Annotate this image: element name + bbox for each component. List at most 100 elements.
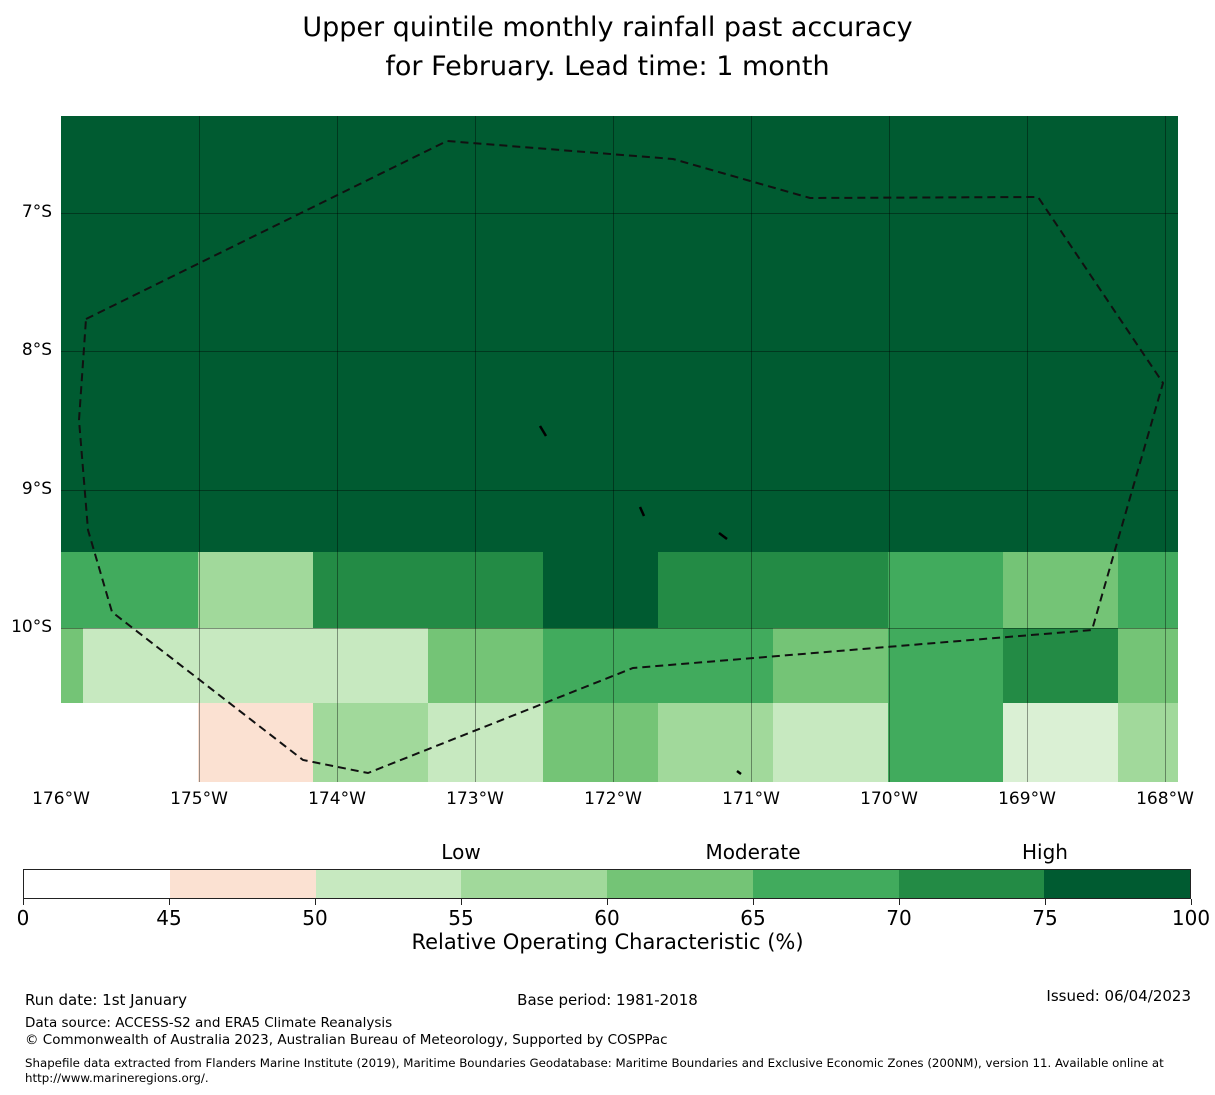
colorbar-category-label: High [1022, 840, 1068, 864]
map-cell [83, 703, 198, 782]
map-cell [888, 628, 1003, 703]
map-cell [313, 552, 428, 628]
shapefile-attribution-line2: http://www.marineregions.org/. [25, 1071, 209, 1085]
chart-title: Upper quintile monthly rainfall past acc… [0, 8, 1215, 86]
island-mark [736, 770, 742, 775]
colorbar-tick [461, 899, 462, 905]
x-axis-tick-label: 169°W [998, 789, 1056, 809]
colorbar-tick [1191, 899, 1192, 905]
y-axis-tick-label: 9°S [21, 479, 52, 499]
colorbar-category-label: Low [441, 840, 481, 864]
colorbar-tick [169, 899, 170, 905]
colorbar [23, 869, 1191, 899]
shapefile-attribution-text: Shapefile data extracted from Flanders M… [25, 1056, 1200, 1086]
colorbar-segment [169, 870, 316, 898]
map-gridline-vertical [199, 116, 200, 782]
colorbar-segment [461, 870, 607, 898]
map-cell [1003, 628, 1118, 703]
colorbar-tick-label: 55 [448, 906, 474, 930]
colorbar-tick-label: 75 [1032, 906, 1058, 930]
colorbar-tick-label: 100 [1171, 906, 1211, 930]
map-cell [543, 628, 658, 703]
map-gridline-horizontal [61, 490, 1178, 491]
map-cell [428, 628, 543, 703]
map-cell [543, 552, 658, 628]
map-cell [773, 703, 888, 782]
y-axis-tick-label: 8°S [21, 340, 52, 360]
eez-boundary-overlay [77, 139, 1165, 775]
map-cell [83, 628, 198, 703]
x-axis-tick-label: 174°W [308, 789, 366, 809]
map-cell [313, 628, 428, 703]
shapefile-attribution-line1: Shapefile data extracted from Flanders M… [25, 1056, 1164, 1070]
colorbar-tick [899, 899, 900, 905]
copyright-text: © Commonwealth of Australia 2023, Austra… [25, 1032, 668, 1048]
colorbar-tick-label: 50 [302, 906, 328, 930]
map-cell [61, 628, 83, 703]
map-cell [1118, 552, 1178, 628]
x-axis-tick-label: 175°W [170, 789, 228, 809]
map-cell [773, 628, 888, 703]
colorbar-tick-label: 0 [16, 906, 30, 930]
colorbar-segment [315, 870, 462, 898]
x-axis-tick-label: 168°W [1136, 789, 1194, 809]
map-cell [773, 552, 888, 628]
map-cell [1003, 703, 1118, 782]
map-cell [198, 552, 313, 628]
map-cell [313, 703, 428, 782]
colorbar-tick-label: 60 [594, 906, 620, 930]
colorbar-tick-label: 70 [886, 906, 912, 930]
x-axis-tick-label: 173°W [446, 789, 504, 809]
eez-boundary-outline [77, 139, 1165, 775]
x-axis-tick-label: 170°W [860, 789, 918, 809]
map-gridline-horizontal [61, 628, 1178, 629]
base-period-text: Base period: 1981-2018 [517, 991, 698, 1009]
map-cell [1118, 703, 1178, 782]
colorbar-tick [753, 899, 754, 905]
map-gridline-vertical [1165, 116, 1166, 782]
map-cell [1003, 552, 1118, 628]
map-cell [428, 703, 543, 782]
map-cell [61, 116, 1178, 552]
map-gridline-vertical [1027, 116, 1028, 782]
colorbar-tick [315, 899, 316, 905]
chart-title-line1: Upper quintile monthly rainfall past acc… [302, 12, 913, 43]
colorbar-segment [752, 870, 899, 898]
colorbar-tick [1045, 899, 1046, 905]
map-cell [658, 703, 773, 782]
island-mark [538, 425, 548, 437]
chart-title-line2: for February. Lead time: 1 month [385, 51, 830, 82]
map-cell [888, 703, 1003, 782]
data-source-text: Data source: ACCESS-S2 and ERA5 Climate … [25, 1015, 393, 1031]
map-plot [61, 116, 1178, 782]
island-mark [638, 506, 646, 517]
run-date-text: Run date: 1st January [25, 991, 188, 1009]
y-axis-tick-label: 10°S [11, 617, 52, 637]
map-cell [658, 552, 773, 628]
map-cell [198, 703, 313, 782]
colorbar-axis-title: Relative Operating Characteristic (%) [411, 930, 804, 954]
colorbar-tick [607, 899, 608, 905]
colorbar-segment [607, 870, 753, 898]
colorbar-legend: 0 45 50 55 60 65 70 75 100 Low Moderate High [17, 840, 1210, 939]
map-gridline-vertical [337, 116, 338, 782]
colorbar-tick-label: 65 [740, 906, 766, 930]
map-gridline-vertical [475, 116, 476, 782]
map-cell [428, 552, 543, 628]
colorbar-segment [1044, 870, 1190, 898]
map-cell [888, 552, 1003, 628]
map-cell [543, 703, 658, 782]
map-gridline-vertical [889, 116, 890, 782]
x-axis-tick-label: 172°W [584, 789, 642, 809]
y-axis-tick-label: 7°S [21, 202, 52, 222]
map-gridline-horizontal [61, 351, 1178, 352]
map-cell [61, 552, 83, 628]
colorbar-tick-label: 45 [156, 906, 182, 930]
colorbar-segment [24, 870, 170, 898]
issued-date-text: Issued: 06/04/2023 [1046, 987, 1191, 1005]
map-gridline-vertical [751, 116, 752, 782]
island-mark [718, 532, 728, 540]
map-cell [658, 628, 773, 703]
map-gridline-vertical [613, 116, 614, 782]
map-cell [198, 628, 313, 703]
